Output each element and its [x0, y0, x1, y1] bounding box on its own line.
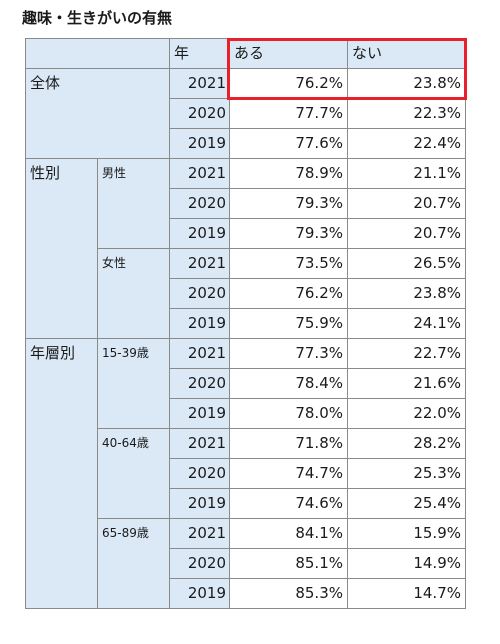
sub-label-female: 女性	[97, 248, 170, 339]
year-cell: 2020	[169, 98, 230, 129]
table-row: 2019 79.3% 20.7%	[26, 218, 466, 249]
table-row: 2020 76.2% 23.8%	[26, 278, 466, 309]
group-label-overall: 全体	[25, 68, 170, 159]
yes-value-cell: 76.2%	[229, 278, 348, 309]
table-row: 2019 75.9% 24.1%	[26, 308, 466, 339]
yes-value-cell: 85.1%	[229, 548, 348, 579]
no-value-cell: 20.7%	[347, 188, 466, 219]
no-value-cell: 20.7%	[347, 218, 466, 249]
yes-value-cell: 79.3%	[229, 188, 348, 219]
header-row: 年 ある ない	[25, 38, 466, 69]
year-cell: 2020	[169, 188, 230, 219]
table-row: 2019 74.6% 25.4%	[26, 488, 466, 519]
year-cell: 2019	[169, 308, 230, 339]
no-value-cell: 14.9%	[347, 548, 466, 579]
no-value-cell: 21.6%	[347, 368, 466, 399]
no-value-cell: 22.3%	[347, 98, 466, 129]
table-row: 女性 2021 73.5% 26.5%	[26, 248, 466, 339]
table-row: 2019 85.3% 14.7%	[26, 578, 466, 609]
yes-value-cell: 78.0%	[229, 398, 348, 429]
table-row: 2020 74.7% 25.3%	[26, 458, 466, 489]
year-cell: 2021	[169, 248, 230, 279]
no-value-cell: 23.8%	[347, 68, 466, 99]
year-cell: 2019	[169, 488, 230, 519]
yes-value-cell: 75.9%	[229, 308, 348, 339]
table-row: 2020 77.7% 22.3%	[26, 98, 466, 129]
sub-label-male: 男性	[97, 158, 170, 249]
group-label-age: 年層別	[25, 338, 98, 609]
year-cell: 2019	[169, 398, 230, 429]
no-value-cell: 21.1%	[347, 158, 466, 189]
year-cell: 2019	[169, 578, 230, 609]
year-cell: 2021	[169, 518, 230, 549]
table-title: 趣味・生きがいの有無	[22, 9, 173, 27]
header-blank-cell	[25, 38, 170, 69]
group-label-gender: 性別	[25, 158, 98, 339]
year-cell: 2020	[169, 278, 230, 309]
header-yes-cell: ある	[229, 38, 348, 69]
yes-value-cell: 76.2%	[229, 68, 348, 99]
sub-label-age-15-39: 15-39歳	[97, 338, 170, 429]
yes-value-cell: 85.3%	[229, 578, 348, 609]
year-cell: 2021	[169, 428, 230, 459]
yes-value-cell: 78.4%	[229, 368, 348, 399]
no-value-cell: 15.9%	[347, 518, 466, 549]
yes-value-cell: 71.8%	[229, 428, 348, 459]
yes-value-cell: 77.7%	[229, 98, 348, 129]
yes-value-cell: 74.7%	[229, 458, 348, 489]
year-cell: 2019	[169, 218, 230, 249]
yes-value-cell: 74.6%	[229, 488, 348, 519]
no-value-cell: 23.8%	[347, 278, 466, 309]
no-value-cell: 14.7%	[347, 578, 466, 609]
year-cell: 2021	[169, 158, 230, 189]
no-value-cell: 22.0%	[347, 398, 466, 429]
table-row: 年層別 15-39歳 2021 77.3% 22.7%	[25, 338, 466, 609]
sub-label-age-65-89: 65-89歳	[97, 518, 170, 609]
no-value-cell: 22.4%	[347, 128, 466, 159]
no-value-cell: 22.7%	[347, 338, 466, 369]
no-value-cell: 24.1%	[347, 308, 466, 339]
no-value-cell: 28.2%	[347, 428, 466, 459]
no-value-cell: 25.3%	[347, 458, 466, 489]
year-cell: 2020	[169, 368, 230, 399]
table-row: 全体 2021 76.2% 23.8%	[25, 68, 466, 159]
yes-value-cell: 77.3%	[229, 338, 348, 369]
table-row: 2020 78.4% 21.6%	[26, 368, 466, 399]
yes-value-cell: 77.6%	[229, 128, 348, 159]
yes-value-cell: 73.5%	[229, 248, 348, 279]
sub-label-age-40-64: 40-64歳	[97, 428, 170, 519]
no-value-cell: 26.5%	[347, 248, 466, 279]
yes-value-cell: 79.3%	[229, 218, 348, 249]
table-row: 40-64歳 2021 71.8% 28.2%	[26, 428, 466, 519]
header-year-cell: 年	[169, 38, 230, 69]
table-row: 性別 男性 2021 78.9% 21.1%	[25, 158, 466, 339]
yes-value-cell: 78.9%	[229, 158, 348, 189]
year-cell: 2019	[169, 128, 230, 159]
year-cell: 2021	[169, 338, 230, 369]
year-cell: 2020	[169, 458, 230, 489]
header-no-cell: ない	[347, 38, 466, 69]
year-cell: 2020	[169, 548, 230, 579]
table-row: 2019 77.6% 22.4%	[26, 128, 466, 159]
no-value-cell: 25.4%	[347, 488, 466, 519]
year-cell: 2021	[169, 68, 230, 99]
yes-value-cell: 84.1%	[229, 518, 348, 549]
table-row: 65-89歳 2021 84.1% 15.9%	[26, 518, 466, 609]
table-row: 2020 79.3% 20.7%	[26, 188, 466, 219]
survey-table: 年 ある ない 全体 2021 76.2% 23.8% 2020 77.7% 2…	[25, 38, 466, 609]
